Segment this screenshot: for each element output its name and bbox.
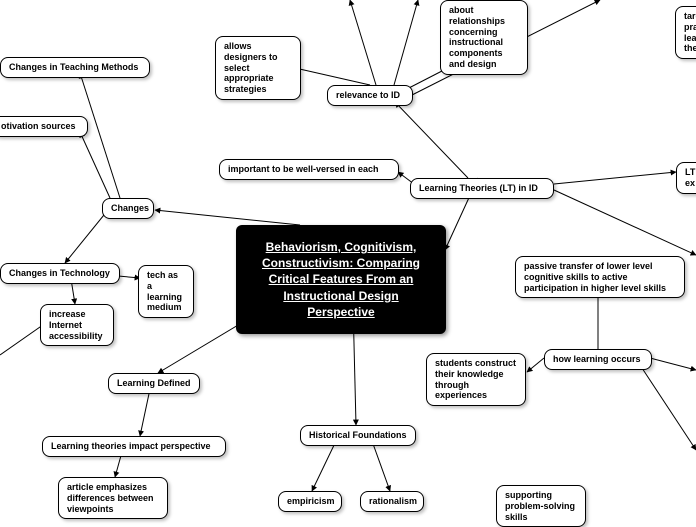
node-allows-designers[interactable]: allows designers to select appropriate s… xyxy=(215,36,301,100)
node-article-emphasizes[interactable]: article emphasizes differences between v… xyxy=(58,477,168,519)
node-how-learning[interactable]: how learning occurs xyxy=(544,349,652,370)
node-changes-tech[interactable]: Changes in Technology xyxy=(0,263,120,284)
node-targets[interactable]: targe practi learn the d xyxy=(675,6,696,59)
node-supporting-ps[interactable]: supporting problem-solving skills xyxy=(496,485,586,527)
node-changes-teaching[interactable]: Changes in Teaching Methods xyxy=(0,57,150,78)
node-tech-medium[interactable]: tech as a learning medium xyxy=(138,265,194,318)
node-learning-defined[interactable]: Learning Defined xyxy=(108,373,200,394)
node-motivation[interactable]: otivation sources xyxy=(0,116,88,137)
node-lt-ex[interactable]: LT ex xyxy=(676,162,696,194)
node-relevance-id[interactable]: relevance to ID xyxy=(327,85,413,106)
node-students-construct[interactable]: students construct their knowledge throu… xyxy=(426,353,526,406)
node-lt-in-id[interactable]: Learning Theories (LT) in ID xyxy=(410,178,554,199)
node-passive-transfer[interactable]: passive transfer of lower level cognitiv… xyxy=(515,256,685,298)
node-empiricism[interactable]: empiricism xyxy=(278,491,342,512)
node-historical[interactable]: Historical Foundations xyxy=(300,425,416,446)
node-increase-internet[interactable]: increase Internet accessibility xyxy=(40,304,114,346)
node-important-versed[interactable]: important to be well-versed in each xyxy=(219,159,399,180)
node-changes[interactable]: Changes xyxy=(102,198,154,219)
node-lt-impact[interactable]: Learning theories impact perspective xyxy=(42,436,226,457)
center-title-text: Behaviorism, Cognitivism, Constructivism… xyxy=(262,240,420,319)
concept-map-stage: Behaviorism, Cognitivism, Constructivism… xyxy=(0,0,696,520)
node-about-relationships[interactable]: about relationships concerning instructi… xyxy=(440,0,528,75)
center-title-node: Behaviorism, Cognitivism, Constructivism… xyxy=(236,225,446,334)
node-rationalism[interactable]: rationalism xyxy=(360,491,424,512)
